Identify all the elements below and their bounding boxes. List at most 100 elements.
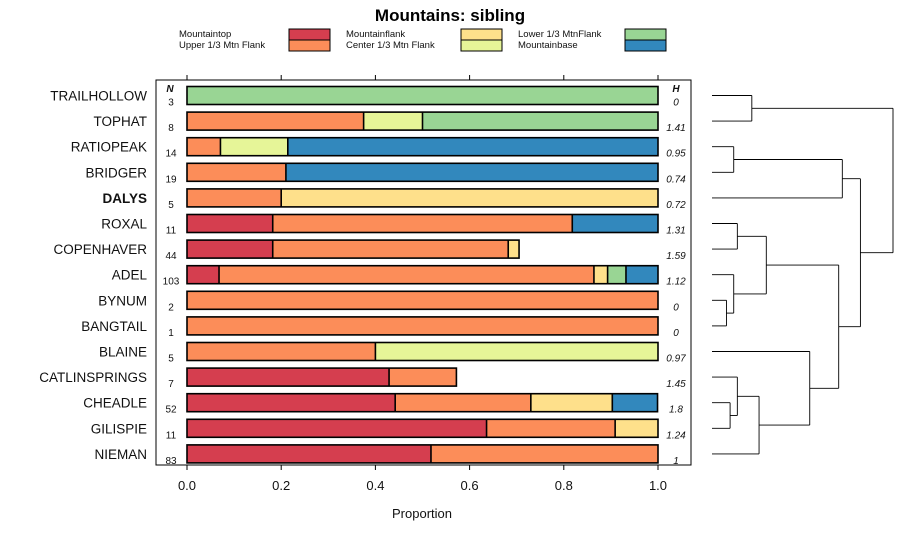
row-h-value: 1.41: [666, 123, 685, 134]
bar-segment: [395, 393, 531, 412]
row-n-value: 14: [165, 149, 177, 160]
row-label: TOPHAT: [93, 114, 147, 129]
row-label: CATLINSPRINGS: [39, 370, 147, 385]
row-n-value: 103: [163, 277, 180, 288]
x-tick-label: 0.8: [555, 478, 573, 493]
h-column-header: H: [672, 84, 680, 95]
row-n-value: 2: [168, 302, 174, 313]
bar-outline: [186, 136, 659, 157]
bar-segment: [187, 342, 376, 361]
bar-segment: [572, 214, 658, 233]
bar-outline: [186, 316, 659, 336]
row-h-value: 1: [673, 456, 679, 467]
bar-outline: [186, 341, 659, 362]
row-label: ADEL: [112, 268, 148, 283]
bar-segment: [219, 265, 594, 284]
bar-segment: [187, 163, 286, 182]
bar-segment: [187, 316, 658, 335]
row-label: BRIDGER: [85, 165, 147, 180]
x-axis: 0.0 0.2 0.4 0.6 0.8 1.0: [178, 75, 667, 493]
row-h-value: 0.95: [666, 149, 686, 160]
row-h-value: 1.12: [666, 277, 686, 288]
x-tick-label: 0.2: [272, 478, 290, 493]
row-label: BLAINE: [99, 345, 147, 360]
legend-label: Mountainflank: [346, 29, 405, 40]
bar-segment: [187, 240, 273, 259]
bar-segment: [187, 112, 364, 131]
n-column-header: N: [166, 84, 174, 95]
legend-swatch: [288, 39, 331, 52]
bar-segment: [375, 342, 658, 361]
bar-segment: [389, 368, 457, 387]
bar-outline: [186, 239, 520, 259]
row-label: DALYS: [102, 191, 147, 206]
row-h-value: 0: [673, 302, 679, 313]
row-h-value: 0.97: [666, 354, 686, 365]
chart-title: Mountains: sibling: [375, 6, 525, 25]
legend-label: Center 1/3 Mtn Flank: [346, 40, 435, 51]
row-label: CHEADLE: [83, 396, 147, 411]
bar-segment: [187, 265, 220, 284]
bar-outline: [186, 392, 659, 413]
legend-label: Mountaintop: [179, 29, 231, 40]
row-n-value: 1: [168, 328, 174, 339]
bar-outline: [186, 367, 458, 387]
row-n-value: 8: [168, 123, 174, 134]
row-label: ROXAL: [101, 217, 147, 232]
legend-swatch: [460, 28, 503, 41]
bar-segment: [187, 444, 431, 463]
row-h-value: 0: [673, 328, 679, 339]
bar-outline: [186, 264, 659, 285]
row-n-value: 3: [168, 98, 174, 109]
row-label: NIEMAN: [94, 447, 147, 462]
row-h-value: 1.31: [666, 226, 685, 237]
bar-segment: [187, 86, 658, 105]
bar-segment: [607, 265, 626, 284]
bar-segment: [363, 112, 423, 131]
bar-outline: [186, 418, 659, 439]
bar-outline: [186, 188, 659, 208]
bar-segment: [287, 137, 658, 156]
legend-swatch: [624, 39, 667, 52]
row-n-value: 7: [168, 379, 174, 390]
row-n-value: 52: [165, 405, 177, 416]
row-h-value: 1.59: [666, 251, 686, 262]
bar-outline: [186, 162, 659, 183]
row-h-value: 1.24: [666, 430, 686, 441]
x-tick-label: 0.4: [366, 478, 384, 493]
bar-segment: [422, 112, 658, 131]
bar-segment: [187, 419, 487, 438]
bar-segment: [508, 240, 520, 259]
bar-segment: [187, 291, 658, 310]
bar-segment: [285, 163, 658, 182]
row-n-value: 5: [168, 354, 174, 365]
row-label: GILISPIE: [91, 421, 147, 436]
x-tick-label: 1.0: [649, 478, 667, 493]
bar-segment: [272, 240, 509, 259]
dendrogram: [712, 95, 894, 455]
bar-outline: [186, 290, 659, 311]
row-h-value: 0: [673, 98, 679, 109]
row-label: BANGTAIL: [81, 319, 147, 334]
row-label: BYNUM: [98, 293, 147, 308]
bar-segment: [187, 368, 390, 387]
bar-segment: [220, 137, 288, 156]
row-label: COPENHAVER: [53, 242, 147, 257]
legend-label: Mountainbase: [518, 40, 578, 51]
row-label: RATIOPEAK: [71, 140, 147, 155]
row-h-value: 0.72: [666, 200, 686, 211]
bar-segment: [430, 444, 658, 463]
bar-segment: [187, 188, 282, 207]
bar-outline: [186, 444, 659, 464]
row-h-value: 1.45: [666, 379, 686, 390]
row-n-value: 11: [166, 226, 177, 237]
bar-outline: [186, 111, 659, 131]
row-n-value: 5: [168, 200, 174, 211]
row-n-value: 11: [166, 430, 177, 441]
legend-swatch: [288, 28, 331, 41]
row-h-value: 0.74: [666, 174, 686, 185]
x-axis-label: Proportion: [392, 506, 452, 521]
row-n-value: 44: [165, 251, 177, 262]
